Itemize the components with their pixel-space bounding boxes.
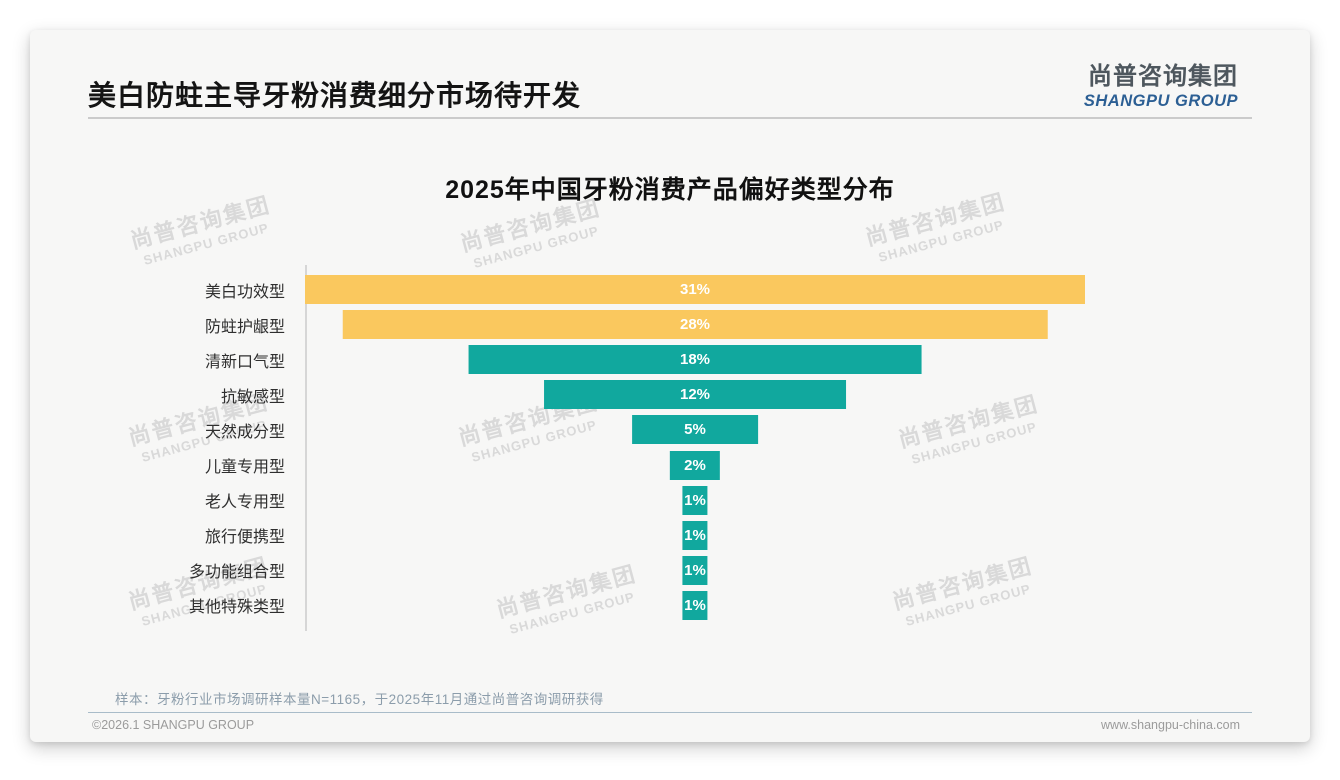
bar: 1% <box>682 485 708 515</box>
category-label: 清新口气型 <box>204 353 285 371</box>
value-label: 12% <box>679 386 711 404</box>
plot-area: 12% <box>305 380 1085 410</box>
category-label: 多功能组合型 <box>188 564 285 582</box>
chart-row: 抗敏感型 12% <box>30 377 1310 412</box>
value-label: 1% <box>684 561 706 579</box>
bar: 1% <box>682 555 708 585</box>
chart-title: 2025年中国牙粉消费产品偏好类型分布 <box>445 176 895 204</box>
chart-row: 老人专用型 1% <box>30 483 1310 518</box>
value-label: 5% <box>684 421 706 439</box>
title-divider <box>88 117 1252 119</box>
chart-row: 旅行便携型 1% <box>30 518 1310 553</box>
value-label: 1% <box>684 596 706 614</box>
category-label: 抗敏感型 <box>220 388 285 406</box>
plot-area: 18% <box>305 345 1085 375</box>
footer-divider <box>88 712 1252 713</box>
chart-row: 清新口气型 18% <box>30 342 1310 377</box>
category-label: 天然成分型 <box>204 423 285 441</box>
chart-row: 美白功效型 31% <box>30 272 1310 307</box>
category-label: 其他特殊类型 <box>188 599 285 617</box>
logo-english-name: SHANGPU GROUP <box>1083 92 1238 110</box>
plot-area: 1% <box>305 590 1085 620</box>
logo-chinese-name: 尚普咨询集团 <box>1088 63 1238 90</box>
watermark-en: SHANGPU GROUP <box>141 219 271 268</box>
value-label: 18% <box>679 351 711 369</box>
plot-area: 1% <box>305 485 1085 515</box>
chart-row: 儿童专用型 2% <box>30 448 1310 483</box>
bar: 2% <box>669 450 721 480</box>
plot-area: 1% <box>305 520 1085 550</box>
chart-row: 其他特殊类型 1% <box>30 588 1310 623</box>
value-label: 1% <box>684 526 706 544</box>
slide-card: 尚普咨询集团 SHANGPU GROUP 尚普咨询集团 SHANGPU GROU… <box>30 30 1310 742</box>
category-label: 儿童专用型 <box>204 459 285 476</box>
funnel-bar-chart: 美白功效型 31% 防蛀护龈型 28% 清新口气型 18% 抗敏感型 12% 天然成分型 5% 儿童… <box>30 265 1310 631</box>
value-label: 28% <box>679 316 711 334</box>
category-label: 旅行便携型 <box>204 529 285 547</box>
watermark-en: SHANGPU GROUP <box>876 216 1006 265</box>
page-title: 美白防蛀主导牙粉消费细分市场待开发 <box>88 80 582 111</box>
bar: 5% <box>632 415 758 445</box>
value-label: 31% <box>679 281 711 298</box>
category-axis-line <box>305 265 307 631</box>
chart-row: 防蛀护龈型 28% <box>30 307 1310 342</box>
chart-row: 天然成分型 5% <box>30 412 1310 447</box>
plot-area: 1% <box>305 555 1085 585</box>
bar: 18% <box>468 345 922 375</box>
plot-area: 2% <box>305 450 1085 480</box>
category-label: 美白功效型 <box>204 283 285 301</box>
copyright-text: ©2026.1 SHANGPU GROUP <box>92 718 255 732</box>
chart-row: 多功能组合型 1% <box>30 553 1310 588</box>
watermark-en: SHANGPU GROUP <box>471 222 601 271</box>
bar: 31% <box>305 275 1085 304</box>
website-url: www.shangpu-china.com <box>1101 718 1240 732</box>
category-label: 老人专用型 <box>204 494 285 512</box>
value-label: 1% <box>684 491 706 509</box>
bar: 1% <box>682 590 708 620</box>
value-label: 2% <box>684 456 706 474</box>
plot-area: 5% <box>305 415 1085 445</box>
bar: 12% <box>544 380 846 410</box>
plot-area: 28% <box>305 310 1085 340</box>
plot-area: 31% <box>305 275 1085 304</box>
category-label: 防蛀护龈型 <box>204 318 285 336</box>
sample-note: 样本：牙粉行业市场调研样本量N=1165，于2025年11月通过尚普咨询调研获得 <box>115 692 604 707</box>
bar: 28% <box>342 310 1048 340</box>
bar: 1% <box>682 520 708 550</box>
company-logo: 尚普咨询集团 SHANGPU GROUP <box>1084 56 1238 111</box>
